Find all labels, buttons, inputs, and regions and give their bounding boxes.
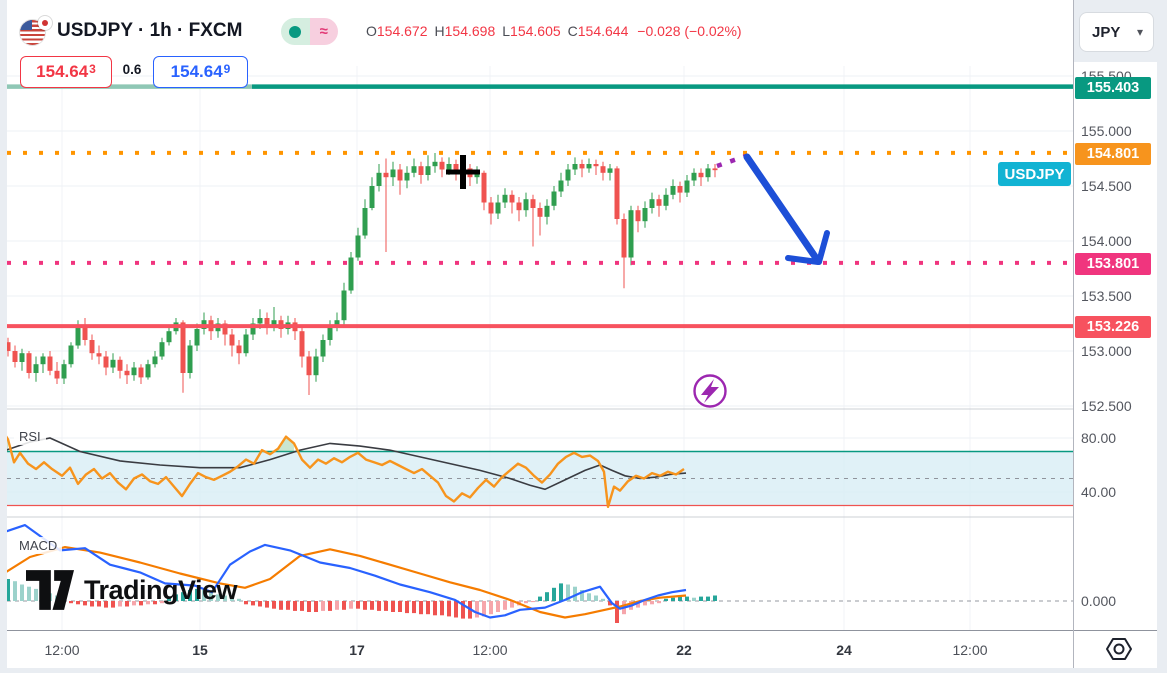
time-scale-label: 22 [676, 642, 692, 658]
macd-signal-line [1, 545, 687, 619]
price-scale-label: 155.000 [1081, 123, 1132, 139]
projection-dotted-line [716, 153, 747, 169]
time-scale-label: 12:00 [952, 642, 988, 658]
symbol-label-tag: USDJPY [998, 162, 1071, 186]
price-level-badge[interactable]: 153.801 [1075, 253, 1151, 275]
low-value: 154.605 [510, 23, 561, 39]
crosshair-cursor [460, 155, 466, 189]
similar-symbols-icon: ≈ [309, 18, 338, 45]
symbol-title[interactable]: USDJPY · 1h · FXCM [57, 20, 243, 41]
chevron-down-icon: ▾ [1136, 25, 1143, 39]
bottom-gutter [0, 668, 1167, 673]
tradingview-watermark[interactable]: TradingView [26, 570, 238, 610]
buy-ask-button[interactable]: 154.64 9 [153, 56, 248, 88]
market-open-dot-icon [289, 25, 302, 38]
market-open-indicator [281, 18, 310, 45]
sell-bid-button[interactable]: 154.64 3 [20, 56, 112, 88]
left-gutter [0, 0, 7, 673]
currency-dropdown-value: JPY [1092, 23, 1121, 41]
lightning-marker[interactable] [693, 374, 727, 408]
time-scale-label: 12:00 [44, 642, 80, 658]
down-arrow-drawing[interactable] [743, 153, 830, 265]
price-scale-label: 153.500 [1081, 288, 1132, 304]
ohlc-readout: O154.672 H154.698 L154.605 C154.644 −0.028 … [366, 23, 742, 39]
currency-dropdown[interactable]: JPY ▾ [1079, 12, 1154, 52]
tradingview-logo-text: TradingView [84, 574, 238, 605]
usdjpy-flag-icon [20, 16, 52, 46]
change-value: −0.028 (−0.02%) [637, 23, 742, 39]
price-level-badge[interactable]: 154.801 [1075, 143, 1151, 165]
time-scale-label: 15 [192, 642, 208, 658]
rsi-ma-line [1, 437, 687, 491]
candles-layer [5, 153, 718, 395]
japan-flag-icon [38, 16, 52, 30]
right-gutter [1157, 0, 1167, 673]
price-level-badge[interactable]: 155.403 [1075, 77, 1151, 99]
rsi-line [0, 429, 685, 509]
rsi-scale-label: 80.00 [1081, 430, 1117, 446]
price-scale-label: 152.500 [1081, 398, 1132, 414]
high-value: 154.698 [444, 23, 496, 39]
macd-line [1, 523, 687, 619]
tradingview-logo-mark-icon [26, 570, 74, 610]
time-scale-label: 24 [836, 642, 852, 658]
time-scale-label: 17 [349, 642, 365, 658]
rsi-scale-label: 40.00 [1081, 484, 1117, 500]
rsi-pane-legend[interactable]: RSI [14, 428, 46, 445]
price-scale-border [1073, 0, 1074, 668]
time-scale-border [0, 630, 1157, 631]
market-status-toggle[interactable]: ≈ [281, 18, 338, 45]
price-scale[interactable]: 155.500 155.000 154.500 154.000 153.500 153.0… [1073, 0, 1157, 668]
macd-pane-legend[interactable]: MACD [14, 537, 63, 554]
time-scale-label: 12:00 [472, 642, 508, 658]
rsi-overbought-fill [286, 436, 294, 452]
price-scale-settings-button[interactable] [1104, 636, 1134, 667]
macd-scale-label: 0.000 [1081, 593, 1117, 609]
open-value: 154.672 [376, 23, 428, 39]
price-level-badge[interactable]: 153.226 [1075, 316, 1151, 338]
gear-hexagon-icon [1106, 638, 1132, 660]
spread-value: 0.6 [122, 62, 142, 77]
macd-histogram-layer [6, 579, 717, 623]
price-scale-label: 153.000 [1081, 343, 1132, 359]
close-value: 154.644 [577, 23, 629, 39]
price-scale-label: 154.000 [1081, 233, 1132, 249]
price-scale-label: 154.500 [1081, 178, 1132, 194]
